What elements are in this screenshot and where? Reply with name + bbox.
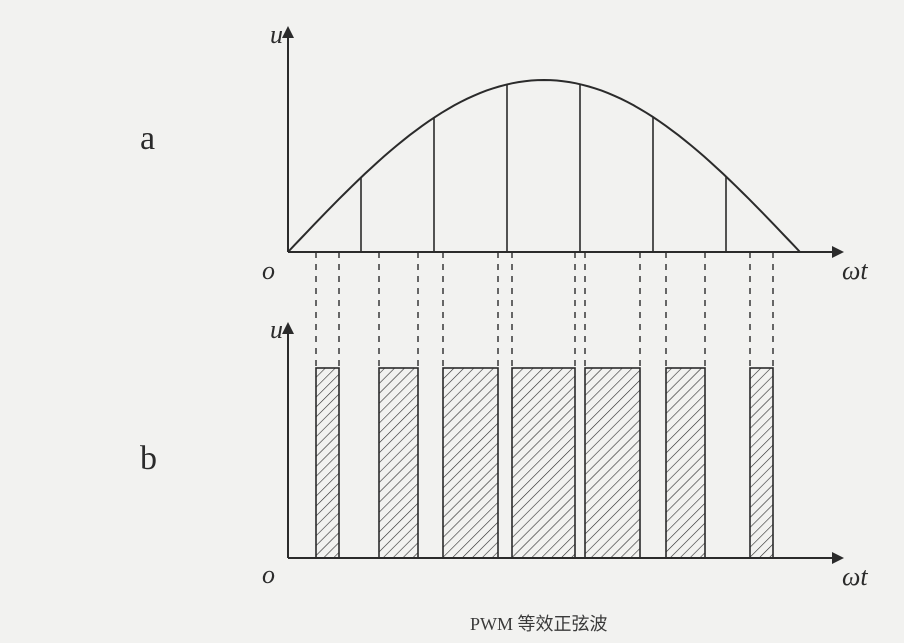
y-axis-b-label: u bbox=[270, 315, 283, 345]
diagram-svg bbox=[0, 0, 904, 643]
origin-b-label: o bbox=[262, 560, 275, 590]
panel-b-label: b bbox=[140, 440, 157, 478]
x-axis-b-label: ωt bbox=[842, 562, 868, 592]
pwm-bar bbox=[512, 368, 575, 558]
x-axis-a-label: ωt bbox=[842, 256, 868, 286]
pwm-bar bbox=[750, 368, 773, 558]
panel-a-label: a bbox=[140, 120, 155, 158]
pwm-bar bbox=[666, 368, 705, 558]
pwm-bar bbox=[443, 368, 498, 558]
dashed-connectors bbox=[316, 252, 773, 368]
pwm-bar bbox=[316, 368, 339, 558]
origin-a-label: o bbox=[262, 256, 275, 286]
pwm-bar bbox=[585, 368, 640, 558]
canvas: a b u u o o ωt ωt PWM 等效正弦波 bbox=[0, 0, 904, 643]
pwm-bars-layer bbox=[316, 368, 773, 558]
sine-curve-layer bbox=[288, 80, 800, 252]
figure-caption: PWM 等效正弦波 bbox=[470, 610, 608, 636]
y-axis-a-label: u bbox=[270, 20, 283, 50]
pwm-bar bbox=[379, 368, 418, 558]
sine-segment-lines bbox=[361, 84, 726, 252]
